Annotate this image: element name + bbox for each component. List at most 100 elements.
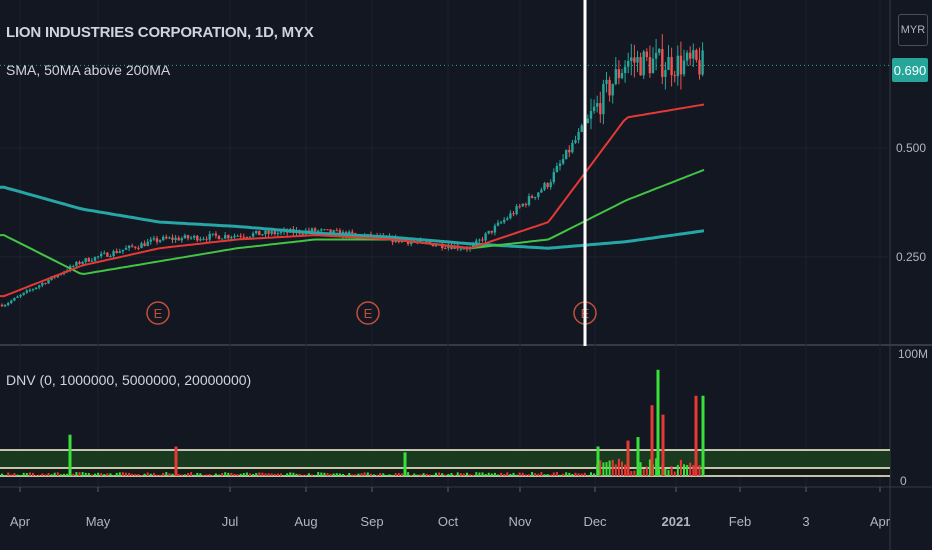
volume-bar <box>621 461 623 476</box>
volume-bar <box>112 474 115 476</box>
volume-bar <box>394 473 397 476</box>
volume-bar <box>245 472 248 476</box>
candle-body <box>447 246 450 249</box>
volume-bar <box>227 472 230 476</box>
volume-bar <box>497 474 499 476</box>
volume-bar <box>44 474 47 476</box>
candle-body <box>695 50 698 61</box>
volume-bar <box>683 464 685 476</box>
volume-bar <box>304 474 307 476</box>
volume-bar <box>562 473 565 476</box>
candle-body <box>537 192 540 197</box>
candle-body <box>248 236 252 238</box>
candle-body <box>608 79 611 96</box>
candle-body <box>152 238 156 240</box>
volume-bar <box>146 472 149 476</box>
volume-bar <box>345 474 348 476</box>
candle-body <box>568 149 571 153</box>
candle-body <box>496 222 500 226</box>
volume-bar <box>673 471 676 476</box>
volume-bar <box>416 474 419 476</box>
volume-bar <box>335 473 338 476</box>
volume-bar <box>183 474 186 476</box>
candle-body <box>565 149 568 160</box>
volume-bar <box>311 474 313 476</box>
volume-histogram <box>0 369 890 477</box>
volume-bar <box>664 468 667 476</box>
volume-bar <box>590 472 592 476</box>
volume-bar <box>428 474 431 476</box>
volume-bar <box>50 474 53 476</box>
candle-body <box>261 234 264 236</box>
volume-bar <box>586 474 589 476</box>
candle-body <box>199 239 202 241</box>
candle-body <box>475 240 478 245</box>
volume-bar <box>506 472 509 476</box>
earnings-marker-circle <box>146 301 170 325</box>
volume-bar <box>137 474 140 476</box>
currency-button[interactable]: MYR <box>898 14 928 46</box>
candle-body <box>310 228 314 232</box>
candle-body <box>81 261 84 264</box>
volume-bar <box>407 472 410 476</box>
volume-bar <box>540 472 543 476</box>
volume-bar <box>568 472 571 476</box>
candle-body <box>623 66 627 74</box>
candle-body <box>168 237 171 239</box>
volume-bar <box>165 472 168 476</box>
candle-body <box>602 83 605 115</box>
candle-body <box>670 57 673 76</box>
candle-body <box>100 253 103 257</box>
volume-bar <box>611 459 614 476</box>
candle-body <box>478 239 481 241</box>
candle-body <box>571 142 574 153</box>
volume-bar <box>28 472 31 476</box>
volume-bar <box>679 459 682 476</box>
candle-body <box>627 60 630 67</box>
candle-body <box>230 237 233 239</box>
volume-bar <box>546 474 549 476</box>
sma-line-3 <box>0 185 705 250</box>
volume-bar <box>258 472 261 476</box>
candle-body <box>642 51 645 76</box>
time-tick-label: 2021 <box>662 514 691 529</box>
candle-body <box>174 237 177 240</box>
candle-body <box>323 229 326 231</box>
candle-body <box>313 228 317 232</box>
volume-bar <box>583 472 586 476</box>
volume-bar <box>233 473 236 476</box>
volume-bar <box>267 473 270 476</box>
volume-bar <box>221 473 224 476</box>
candle-body <box>645 51 648 58</box>
candle-body <box>267 230 270 234</box>
volume-bar <box>236 474 239 476</box>
candle-body <box>534 196 537 198</box>
volume-bar <box>453 474 456 476</box>
volume-bar <box>537 473 540 476</box>
candle-body <box>87 258 90 262</box>
candle-body <box>434 245 438 247</box>
volume-bar <box>338 473 341 476</box>
candle-body <box>611 84 614 96</box>
candle-body <box>692 50 695 59</box>
candle-body <box>444 248 447 250</box>
candle-body <box>171 237 174 240</box>
volume-bar <box>397 473 400 476</box>
candle-body <box>124 248 128 250</box>
candle-body <box>329 229 332 234</box>
volume-bar <box>47 473 50 476</box>
volume-bar <box>298 473 301 476</box>
candle-body <box>499 222 503 224</box>
volume-bar <box>53 472 56 476</box>
volume-bar <box>462 473 465 476</box>
volume-spike-bar <box>701 395 705 476</box>
volume-bar <box>515 474 518 476</box>
candle-body <box>31 289 35 291</box>
volume-bar <box>326 473 329 476</box>
candle-body <box>121 249 125 252</box>
volume-bar <box>354 474 357 476</box>
candle-body <box>155 238 159 242</box>
candle-body <box>503 219 506 223</box>
candle-body <box>34 287 38 290</box>
